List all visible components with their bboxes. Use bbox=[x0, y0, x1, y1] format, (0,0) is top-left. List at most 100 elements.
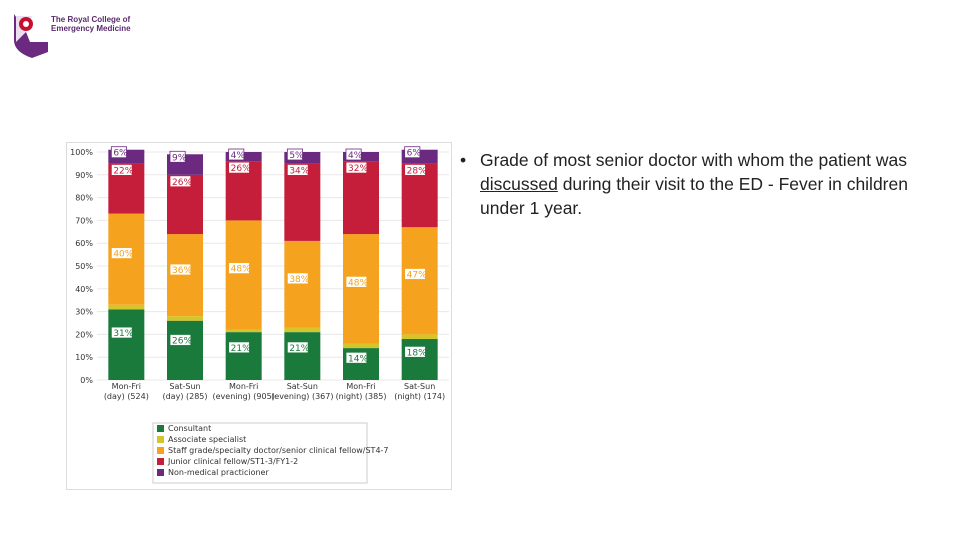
data-label-box bbox=[228, 161, 250, 174]
data-label-box bbox=[169, 175, 192, 188]
data-label: 40% bbox=[113, 250, 133, 260]
bar-segment bbox=[284, 327, 321, 333]
legend-label: Associate specialist bbox=[168, 435, 246, 444]
category-label: Mon-Fri bbox=[346, 382, 375, 391]
legend-swatch bbox=[157, 436, 164, 443]
data-label-box bbox=[404, 146, 421, 159]
data-label: 14% bbox=[348, 354, 368, 364]
data-label: 48% bbox=[231, 265, 251, 275]
legend-label: Junior clinical fellow/ST1-3/FY1-2 bbox=[167, 457, 298, 466]
y-tick-label: 90% bbox=[75, 171, 93, 180]
bar-segment bbox=[401, 227, 438, 335]
data-label: 26% bbox=[231, 164, 251, 174]
bar-segment bbox=[284, 332, 321, 380]
bar-segment bbox=[343, 343, 379, 349]
category-label: (evening) (905) bbox=[213, 392, 275, 401]
category-label: (evening) (367) bbox=[271, 392, 333, 401]
data-label-box bbox=[345, 275, 368, 288]
legend-label: Staff grade/specialty doctor/senior clin… bbox=[168, 446, 389, 455]
data-label: 18% bbox=[407, 348, 427, 358]
legend-swatch bbox=[157, 447, 164, 454]
data-label: 48% bbox=[348, 278, 368, 288]
category-label: (night) (385) bbox=[336, 392, 387, 401]
data-label-box bbox=[228, 341, 250, 354]
legend-box bbox=[152, 422, 368, 484]
data-label: 26% bbox=[172, 178, 192, 188]
data-label: 26% bbox=[172, 336, 192, 346]
data-label: 21% bbox=[231, 344, 251, 354]
y-tick-label: 30% bbox=[75, 308, 93, 317]
category-label: Sat-Sun bbox=[404, 382, 435, 391]
y-tick-label: 10% bbox=[75, 353, 93, 362]
bar-segment bbox=[108, 213, 145, 305]
category-label: Mon-Fri bbox=[229, 382, 258, 391]
data-label: 28% bbox=[407, 166, 427, 176]
bar-segment bbox=[343, 234, 379, 344]
data-label: 34% bbox=[289, 166, 309, 176]
rcem-crest-icon bbox=[14, 14, 48, 58]
logo-line-2: Emergency Medicine bbox=[51, 24, 131, 33]
logo-text: The Royal College of Emergency Medicine bbox=[51, 15, 131, 33]
category-label: (day) (524) bbox=[104, 392, 149, 401]
bullet-body: Grade of most senior doctor with whom th… bbox=[480, 148, 910, 220]
bar-segment bbox=[401, 334, 438, 339]
y-tick-label: 40% bbox=[75, 285, 93, 294]
data-label-box bbox=[169, 334, 192, 346]
data-label-box bbox=[169, 263, 192, 276]
legend-swatch bbox=[157, 458, 164, 465]
bar-segment bbox=[108, 309, 145, 380]
data-label: 22% bbox=[113, 166, 133, 176]
data-label: 6% bbox=[407, 149, 422, 159]
data-label-box bbox=[345, 161, 368, 174]
legend-label: Non-medical practicioner bbox=[168, 468, 269, 477]
y-tick-label: 80% bbox=[75, 194, 93, 203]
bar-segment bbox=[225, 220, 262, 330]
data-label-box bbox=[345, 148, 362, 161]
y-tick-label: 0% bbox=[80, 376, 93, 385]
data-label: 9% bbox=[172, 153, 187, 163]
bar-segment bbox=[401, 338, 438, 380]
stacked-bar-chart: 0%10%20%30%40%50%60%70%80%90%100%31%2%40… bbox=[70, 146, 449, 484]
legend-swatch bbox=[157, 425, 164, 432]
data-label-box bbox=[286, 163, 309, 176]
data-label-box bbox=[228, 148, 245, 161]
data-label-box bbox=[286, 148, 303, 161]
bullet-text-after: during their visit to the ED - Fever in … bbox=[480, 174, 908, 218]
data-label-box bbox=[286, 272, 309, 285]
category-label: Sat-Sun bbox=[287, 382, 318, 391]
logo-line-1: The Royal College of bbox=[51, 15, 131, 24]
data-label: 4% bbox=[231, 151, 246, 161]
data-label-box bbox=[169, 150, 186, 163]
data-label: 31% bbox=[113, 329, 133, 339]
data-label-box bbox=[404, 163, 426, 176]
bullet-text-before: Grade of most senior doctor with whom th… bbox=[480, 150, 908, 170]
bar-segment bbox=[225, 332, 262, 380]
data-label-box bbox=[110, 163, 133, 176]
rcem-logo bbox=[12, 12, 152, 60]
data-label: 21% bbox=[289, 344, 309, 354]
data-label: 32% bbox=[348, 164, 368, 174]
legend-label: Consultant bbox=[168, 424, 211, 433]
bar-segment bbox=[284, 163, 321, 241]
data-label: 36% bbox=[172, 266, 192, 276]
bullet-marker: • bbox=[460, 150, 467, 170]
data-label-box bbox=[404, 268, 426, 280]
data-label: 38% bbox=[289, 275, 309, 285]
category-label: Mon-Fri bbox=[112, 382, 141, 391]
y-tick-label: 60% bbox=[75, 239, 93, 248]
data-label-box bbox=[110, 326, 133, 339]
bar-segment bbox=[225, 329, 262, 333]
data-label: 5% bbox=[289, 151, 304, 161]
data-label-box bbox=[286, 341, 309, 354]
bullet-point: • Grade of most senior doctor with whom … bbox=[460, 148, 910, 220]
data-label-box bbox=[110, 247, 133, 259]
data-label-box bbox=[110, 146, 127, 159]
data-label: 4% bbox=[348, 151, 363, 161]
legend-swatch bbox=[157, 469, 164, 476]
data-label: 6% bbox=[113, 149, 128, 159]
y-tick-label: 50% bbox=[75, 262, 93, 271]
data-label: 47% bbox=[407, 270, 427, 280]
bar-segment bbox=[108, 304, 145, 310]
y-tick-label: 70% bbox=[75, 216, 93, 225]
y-tick-label: 100% bbox=[70, 148, 93, 157]
